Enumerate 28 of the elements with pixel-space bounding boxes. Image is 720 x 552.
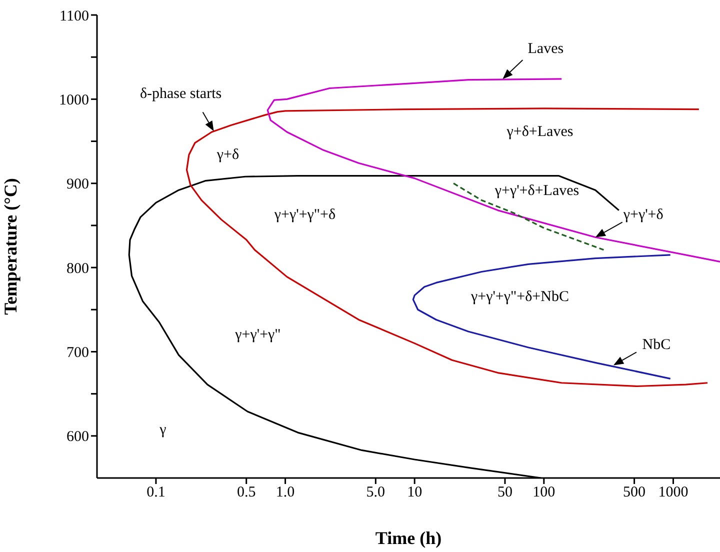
annotation: γ+γ'+δ [622, 207, 664, 224]
x-tick-label: 10 [407, 484, 422, 501]
x-tick-label: 5.0 [366, 484, 386, 501]
x-tick-label: 100 [532, 484, 556, 501]
annotation: Laves [528, 40, 564, 57]
y-tick-label: 600 [66, 429, 89, 446]
x-tick-label: 0.1 [146, 484, 166, 501]
y-tick-label: 800 [66, 260, 89, 277]
annotation: γ [158, 422, 167, 438]
annotation: γ+γ'+δ+Laves [494, 183, 580, 199]
annotation: γ+γ'+γ"+δ [273, 207, 336, 223]
annotation: γ+γ'+γ" [234, 327, 281, 343]
annotation: γ+δ+Laves [506, 124, 574, 140]
x-tick-label: 50 [497, 484, 512, 501]
y-axis-title: Temperature (°C) [0, 178, 20, 315]
y-tick-label: 1000 [59, 92, 89, 109]
y-tick-label: 900 [66, 176, 89, 193]
annotation: γ+γ'+γ"+δ+NbC [470, 289, 569, 305]
x-tick-label: 1000 [658, 484, 688, 501]
x-axis-title: Time (h) [375, 528, 442, 548]
x-tick-label: 500 [623, 484, 646, 501]
annotation: NbC [642, 337, 671, 354]
annotation: γ+δ [216, 147, 240, 163]
y-tick-label: 700 [66, 345, 89, 362]
x-tick-label: 1.0 [276, 484, 295, 501]
x-tick-label: 0.5 [236, 484, 256, 501]
annotation: δ-phase starts [140, 86, 222, 102]
y-tick-label: 1100 [60, 8, 89, 24]
